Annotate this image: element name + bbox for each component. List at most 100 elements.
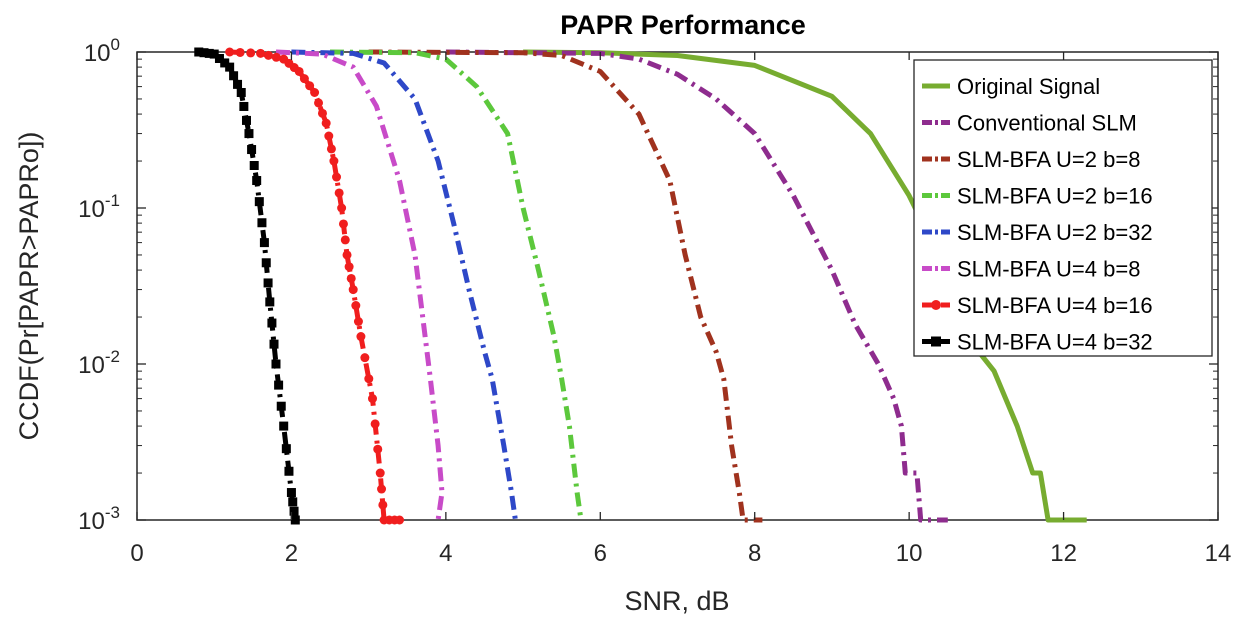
series-point [236, 88, 246, 98]
series-point [314, 98, 324, 108]
series-point [220, 58, 230, 68]
series-point [254, 197, 264, 207]
x-tick-label: 10 [896, 540, 923, 567]
series-point [209, 49, 219, 59]
series-point [368, 394, 378, 404]
series-point [342, 250, 352, 260]
x-axis-label: SNR, dB [624, 586, 729, 616]
series-point [370, 419, 380, 429]
series-point [326, 144, 336, 154]
series-point [329, 156, 339, 166]
y-tick-label: 10-1 [78, 191, 120, 223]
series-3 [368, 49, 763, 523]
series-point [356, 332, 366, 342]
series-point [299, 74, 309, 84]
series-point [344, 262, 354, 272]
series-point [257, 218, 267, 228]
series-point [346, 273, 356, 283]
series-point [214, 54, 224, 64]
y-axis-ticks: 100 10-1 10-2 10-3 [78, 35, 1218, 535]
legend-label: SLM-BFA U=4 b=32 [957, 330, 1153, 355]
x-tick-label: 4 [439, 540, 452, 567]
series-point [334, 188, 344, 198]
series-point [225, 62, 235, 72]
series-point [351, 301, 361, 311]
series-point [281, 444, 291, 454]
series-point [261, 258, 271, 268]
legend-label: SLM-BFA U=2 b=8 [957, 147, 1140, 172]
x-tick-label: 12 [1050, 540, 1077, 567]
series-point [332, 172, 342, 182]
series-point [324, 131, 334, 141]
x-tick-label: 14 [1205, 540, 1232, 567]
series-point [288, 497, 298, 507]
series-6 [275, 49, 445, 521]
series-point [249, 161, 259, 171]
series-point [348, 285, 358, 295]
series-point [286, 488, 296, 498]
series-point [269, 339, 279, 349]
series-point [241, 115, 251, 125]
series-point [194, 47, 204, 57]
series-point [377, 484, 387, 494]
legend-marker [931, 336, 941, 347]
legend: Original Signal Conventional SLM SLM-BFA U… [913, 59, 1213, 357]
y-tick-label: 100 [84, 35, 120, 67]
series-point [274, 380, 284, 390]
legend-label: SLM-BFA U=2 b=16 [957, 184, 1153, 209]
series-2 [445, 49, 948, 523]
series-layer [194, 47, 1087, 525]
series-point [271, 359, 281, 369]
legend-label: SLM-BFA U=2 b=32 [957, 220, 1153, 245]
series-line [329, 49, 584, 521]
x-tick-label: 6 [594, 540, 607, 567]
series-line [291, 49, 518, 521]
legend-label: SLM-BFA U=4 b=8 [957, 257, 1140, 282]
series-point [239, 101, 249, 111]
series-point [263, 278, 273, 288]
series-point [338, 219, 348, 229]
series-point [252, 176, 262, 186]
series-point [256, 48, 266, 58]
series-point [265, 297, 275, 307]
series-point [321, 118, 331, 128]
series-point [263, 50, 273, 60]
legend-label: SLM-BFA U=4 b=16 [957, 293, 1153, 318]
chart-title: PAPR Performance [560, 10, 806, 40]
series-point [395, 515, 405, 525]
series-point [290, 515, 300, 525]
series-7 [225, 47, 405, 525]
series-point [289, 506, 299, 516]
series-point [235, 47, 245, 57]
series-point [244, 129, 254, 139]
legend-box [913, 59, 1213, 357]
series-point [294, 66, 304, 76]
series-point [373, 444, 383, 454]
series-point [199, 48, 209, 58]
x-axis-ticks: 0 2 4 6 8 10 12 14 [130, 52, 1231, 567]
series-point [267, 318, 277, 328]
x-tick-label: 0 [130, 540, 143, 567]
legend-marker [931, 300, 941, 310]
series-point [305, 81, 315, 91]
series-point [247, 145, 257, 155]
series-point [340, 235, 350, 245]
series-line [275, 49, 445, 521]
series-point [229, 71, 239, 81]
series-point [204, 48, 214, 58]
series-point [259, 238, 269, 248]
series-point [271, 52, 281, 62]
series-point [233, 79, 243, 89]
series-8 [194, 47, 300, 525]
y-tick-label: 10-2 [78, 347, 120, 379]
x-tick-label: 2 [285, 540, 298, 567]
series-line [368, 49, 763, 523]
series-point [360, 353, 370, 363]
y-tick-label: 10-3 [78, 503, 120, 535]
series-point [246, 48, 256, 58]
series-5 [291, 49, 518, 521]
series-point [284, 466, 294, 476]
series-point [276, 401, 286, 411]
series-point [310, 88, 320, 98]
